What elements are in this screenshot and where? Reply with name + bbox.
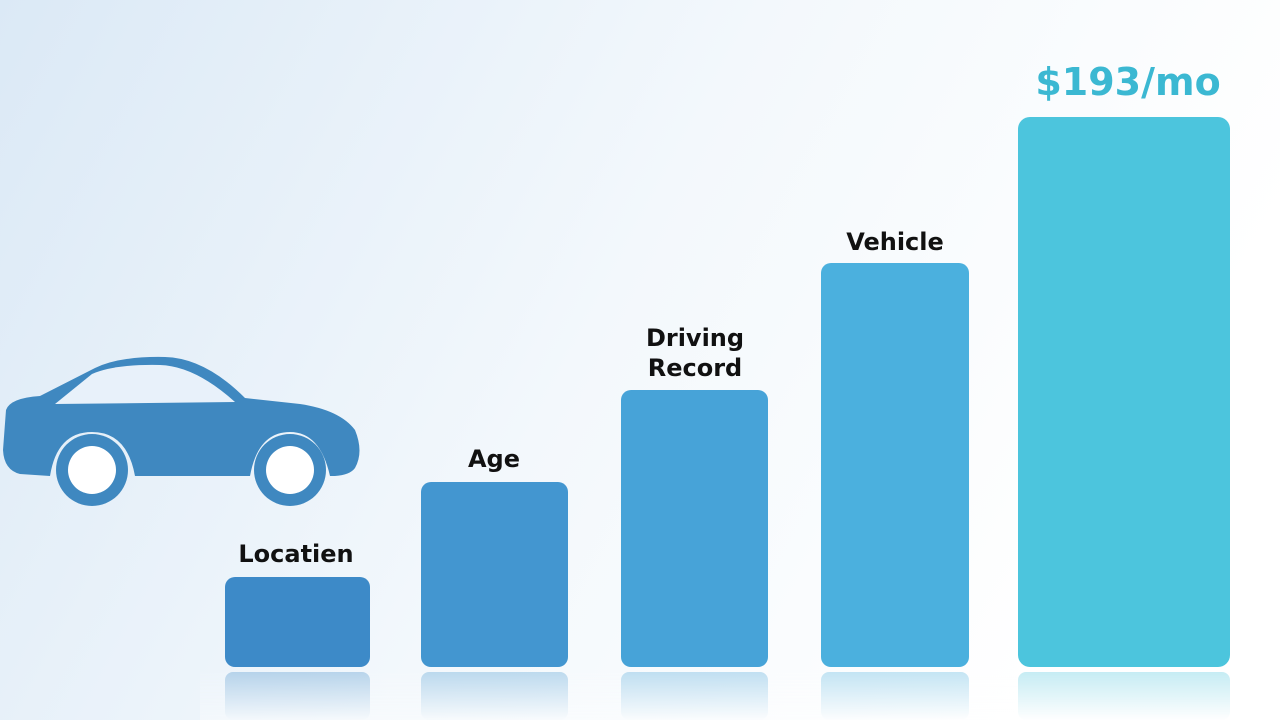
- bars: [225, 117, 1230, 667]
- bar: [821, 263, 969, 667]
- reflections: [200, 672, 1260, 720]
- factor-label: Age: [468, 445, 520, 473]
- factor-label: Locatien: [238, 540, 353, 568]
- total-label: $193/mo: [1035, 60, 1220, 104]
- bar: [421, 482, 568, 667]
- factor-label: Vehicle: [846, 228, 944, 256]
- car-icon: [3, 356, 360, 506]
- bar: [225, 577, 370, 667]
- bar: [1018, 117, 1230, 667]
- factor-labels: Locatien Age Driving Record Vehicle: [238, 228, 943, 568]
- factor-label: Driving: [646, 324, 744, 352]
- factor-label: Record: [648, 354, 743, 382]
- bar: [621, 390, 768, 667]
